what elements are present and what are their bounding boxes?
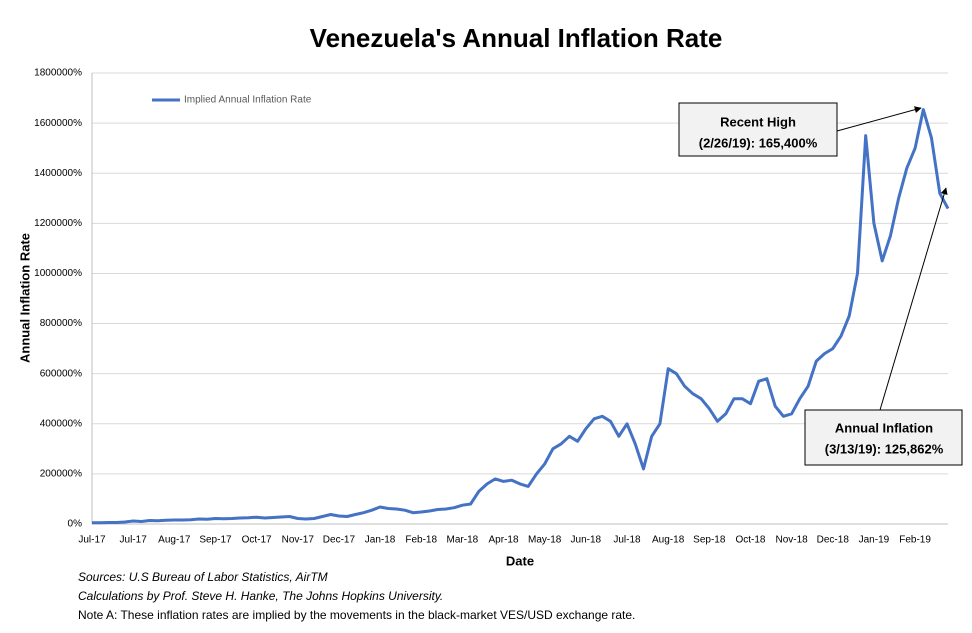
x-tick-label: Sep-18	[693, 535, 726, 546]
x-tick-label: Jul-17	[120, 535, 148, 546]
y-tick-label: 0%	[68, 519, 83, 530]
annotation-title: Annual Inflation	[835, 420, 933, 435]
x-tick-label: Aug-18	[652, 535, 685, 546]
x-tick-label: Aug-17	[158, 535, 191, 546]
series-line	[92, 108, 950, 525]
x-tick-label: Nov-18	[775, 535, 808, 546]
annotation-box	[678, 102, 838, 157]
x-tick-label: Jun-18	[571, 535, 602, 546]
x-axis-label: Date	[506, 553, 534, 568]
annotation-text: (3/13/19): 125,862%	[825, 441, 944, 456]
x-tick-label: Sep-17	[199, 535, 232, 546]
x-tick-label: Mar-18	[447, 535, 479, 546]
x-tick-label: Jan-19	[859, 535, 890, 546]
note: Note A: These inflation rates are implie…	[78, 608, 635, 622]
chart-title: Venezuela's Annual Inflation Rate	[310, 23, 723, 53]
x-tick-label: Feb-19	[899, 535, 931, 546]
annotation-text: (2/26/19): 165,400%	[699, 135, 818, 150]
y-tick-label: 400000%	[40, 418, 82, 429]
note: Sources: U.S Bureau of Labor Statistics,…	[78, 570, 328, 584]
y-tick-label: 800000%	[40, 318, 82, 329]
y-tick-label: 600000%	[40, 368, 82, 379]
annotation-box	[804, 409, 963, 466]
plot-area: 0% 200000% 400000% 600000% 800000% 1000000% 12…	[34, 68, 950, 546]
x-tick-label: Nov-17	[282, 535, 315, 546]
x-tick-label: Jul-17	[78, 535, 106, 546]
x-tick-label: Apr-18	[489, 535, 519, 546]
y-tick-label: 1400000%	[34, 168, 82, 179]
legend-label: Implied Annual Inflation Rate	[184, 95, 312, 106]
y-tick-label: 200000%	[40, 469, 82, 480]
x-tick-label: Feb-18	[405, 535, 437, 546]
y-axis-label: Annual Inflation Rate	[17, 233, 32, 363]
y-tick-label: 1800000%	[34, 68, 82, 79]
note: Calculations by Prof. Steve H. Hanke, Th…	[78, 589, 443, 603]
annotation-arrow	[836, 106, 922, 132]
x-tick-label: Oct-18	[735, 535, 765, 546]
x-tick-label: Oct-17	[242, 535, 272, 546]
x-tick-label: Dec-18	[817, 535, 850, 546]
y-tick-label: 1600000%	[34, 118, 82, 129]
x-tick-label: May-18	[528, 535, 562, 546]
y-tick-label: 1000000%	[34, 268, 82, 279]
annotation-title: Recent High	[720, 114, 796, 129]
x-tick-label: Jan-18	[365, 535, 396, 546]
y-tick-label: 1200000%	[34, 218, 82, 229]
x-tick-label: Jul-18	[613, 535, 641, 546]
x-tick-label: Dec-17	[323, 535, 356, 546]
annotation-arrow	[879, 187, 948, 411]
